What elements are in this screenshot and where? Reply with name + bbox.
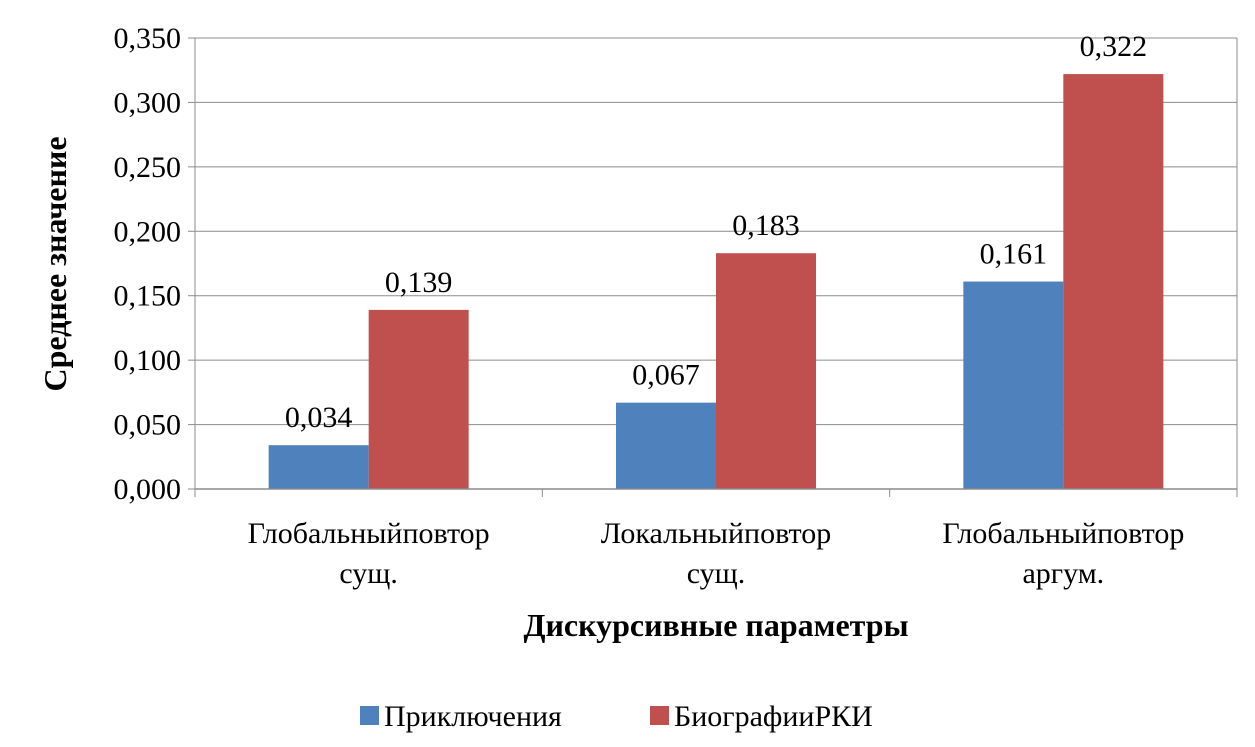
data-labels: 0,034 0,139 0,067 0,183 0,161 0,322 bbox=[285, 30, 1147, 434]
y-tick-label: 0,250 bbox=[114, 151, 182, 184]
y-tick-label: 0,100 bbox=[114, 344, 182, 377]
data-label: 0,183 bbox=[732, 209, 800, 242]
x-axis-title: Дискурсивные параметры bbox=[523, 607, 908, 643]
x-category-labels: Глобальныйповтор сущ. Локальныйповтор сущ. Г… bbox=[248, 517, 1185, 590]
legend-label: БиографииРКИ bbox=[674, 700, 873, 733]
legend-swatch bbox=[360, 706, 379, 725]
data-label: 0,139 bbox=[385, 266, 453, 299]
x-category-label: аргум. bbox=[1022, 557, 1104, 590]
legend-label: Приключения bbox=[384, 700, 562, 733]
x-category-label: Локальныйповтор bbox=[601, 517, 831, 550]
y-tick-label: 0,200 bbox=[114, 215, 182, 248]
bar-series2 bbox=[1063, 74, 1164, 489]
x-category-label: Глобальныйповтор bbox=[248, 517, 490, 550]
y-tick-label: 0,050 bbox=[114, 409, 182, 442]
x-category-label: Глобальныйповтор bbox=[942, 517, 1184, 550]
data-label: 0,067 bbox=[632, 359, 700, 392]
bars bbox=[268, 74, 1164, 489]
bar-series1 bbox=[268, 445, 369, 489]
y-tick-label: 0,150 bbox=[114, 280, 182, 313]
y-tick-labels: 0,000 0,050 0,100 0,150 0,200 0,250 0,300 0,350 bbox=[114, 22, 182, 506]
y-tick-label: 0,300 bbox=[114, 86, 182, 119]
bar-series2 bbox=[716, 253, 816, 489]
bar-series2 bbox=[368, 309, 469, 489]
y-tick-label: 0,000 bbox=[114, 473, 182, 506]
x-category-label: сущ. bbox=[687, 557, 746, 590]
y-tick-label: 0,350 bbox=[114, 22, 182, 55]
bar-series1 bbox=[616, 402, 716, 489]
data-label: 0,034 bbox=[285, 401, 353, 434]
axes bbox=[188, 37, 1238, 497]
y-axis-title: Среднее значение bbox=[37, 136, 73, 391]
x-category-label: сущ. bbox=[339, 557, 398, 590]
legend: Приключения БиографииРКИ bbox=[360, 700, 873, 733]
data-label: 0,161 bbox=[980, 238, 1048, 271]
legend-swatch bbox=[650, 706, 669, 725]
bar-series1 bbox=[963, 281, 1064, 489]
data-label: 0,322 bbox=[1080, 30, 1148, 63]
